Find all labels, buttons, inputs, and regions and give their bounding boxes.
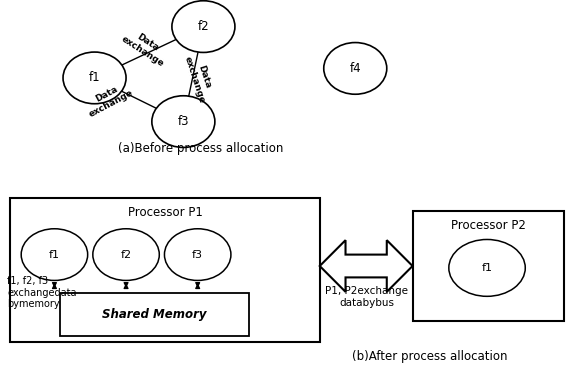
FancyBboxPatch shape xyxy=(60,293,249,336)
Text: f2: f2 xyxy=(120,250,132,260)
FancyBboxPatch shape xyxy=(10,198,320,342)
Text: f3: f3 xyxy=(192,250,203,260)
Ellipse shape xyxy=(164,229,231,280)
Ellipse shape xyxy=(21,229,88,280)
Text: Data
exchange: Data exchange xyxy=(83,79,135,119)
FancyBboxPatch shape xyxy=(413,211,564,321)
Text: (a)Before process allocation: (a)Before process allocation xyxy=(118,142,283,155)
Text: f1: f1 xyxy=(49,250,60,260)
Ellipse shape xyxy=(324,43,387,94)
Text: f2: f2 xyxy=(198,20,209,33)
Text: Processor P1: Processor P1 xyxy=(128,206,202,218)
Text: (b)After process allocation: (b)After process allocation xyxy=(352,350,508,363)
Text: f1: f1 xyxy=(89,71,100,84)
Ellipse shape xyxy=(63,52,126,104)
Text: f1, f2, f3
exchangedata
bymemory: f1, f2, f3 exchangedata bymemory xyxy=(7,276,77,309)
Text: P1, P2exchange
databybus: P1, P2exchange databybus xyxy=(325,287,408,308)
Ellipse shape xyxy=(152,96,215,147)
Text: Data
exchange: Data exchange xyxy=(119,25,171,68)
Text: Data
exchange: Data exchange xyxy=(183,52,216,104)
Text: f4: f4 xyxy=(350,62,361,75)
Ellipse shape xyxy=(449,239,525,296)
Text: f1: f1 xyxy=(481,263,493,273)
Text: Processor P2: Processor P2 xyxy=(451,219,526,232)
Ellipse shape xyxy=(93,229,159,280)
Polygon shape xyxy=(320,240,413,292)
Ellipse shape xyxy=(172,1,235,52)
Text: Shared Memory: Shared Memory xyxy=(103,308,207,321)
Text: f3: f3 xyxy=(178,115,189,128)
